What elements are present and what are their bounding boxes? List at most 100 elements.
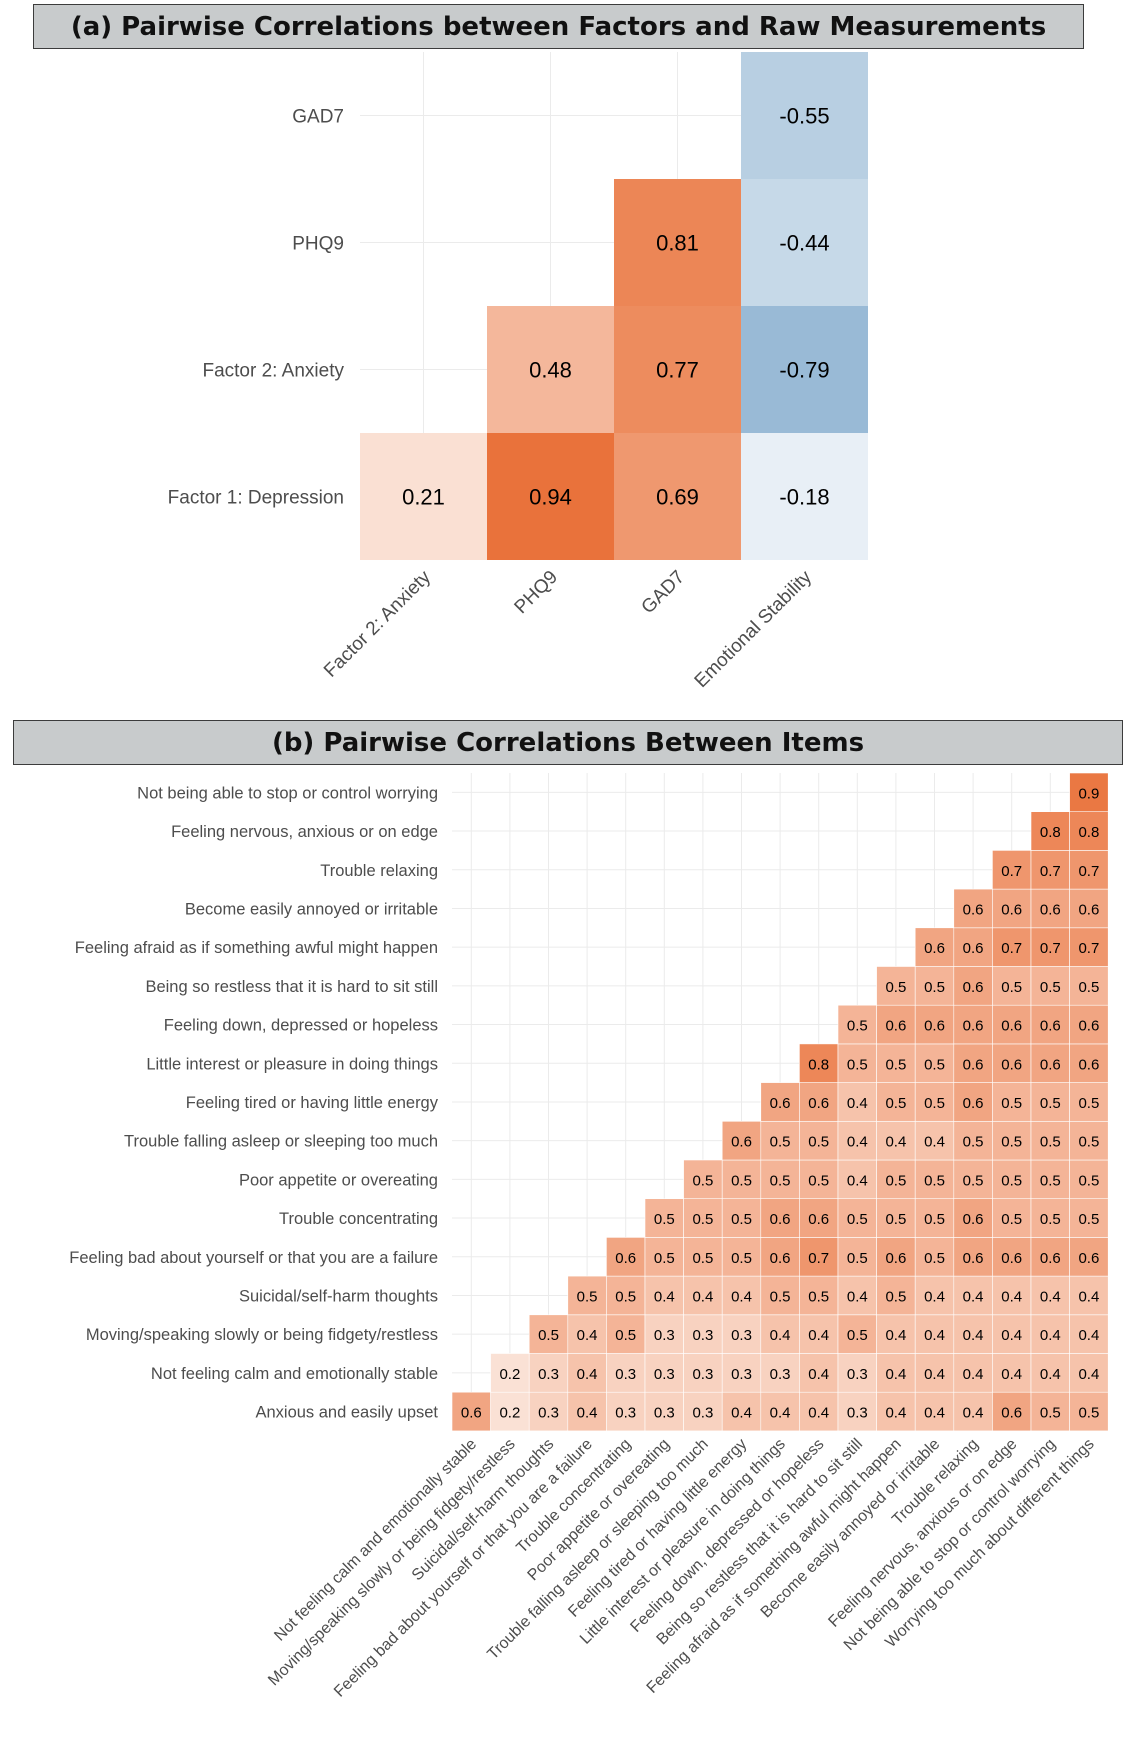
cell-value-label: 0.2 <box>499 1405 520 1422</box>
heatmap-cell <box>876 1004 916 1045</box>
cell-value-label: 0.6 <box>963 1095 984 1112</box>
cell-value-label: 0.4 <box>885 1327 906 1344</box>
cell-value-label: 0.5 <box>924 1095 945 1112</box>
heatmap-cell <box>721 1159 762 1200</box>
cell-value-label: 0.6 <box>963 979 984 996</box>
cell-value-label: 0.6 <box>1040 1250 1061 1267</box>
heatmap-cell <box>914 1198 955 1238</box>
cell-value-label: -0.79 <box>779 358 829 383</box>
cell-value-label: 0.4 <box>770 1405 791 1422</box>
cell-value-label: 0.4 <box>808 1327 829 1344</box>
cell-value-label: 0.5 <box>1040 1405 1061 1422</box>
heatmap-cell <box>1069 850 1109 890</box>
heatmap-cell <box>487 306 614 433</box>
cell-value-label: 0.4 <box>1078 1366 1099 1383</box>
cell-value-label: 0.4 <box>924 1405 945 1422</box>
heatmap-cell <box>490 1353 530 1393</box>
cell-value-label: 0.4 <box>1001 1366 1022 1383</box>
cell-value-label: 0.4 <box>692 1288 713 1305</box>
heatmap-cell <box>953 1043 993 1083</box>
x-tick-label: Feeling bad about yourself or that you a… <box>331 1436 596 1701</box>
heatmap-cell <box>721 1237 762 1277</box>
cell-value-label: 0.5 <box>731 1250 752 1267</box>
cell-value-label: 0.5 <box>615 1288 636 1305</box>
heatmap-cell <box>1069 1198 1109 1238</box>
cell-value-label: 0.6 <box>770 1250 791 1267</box>
cell-value-label: 0.5 <box>808 1172 829 1189</box>
heatmap-cell <box>1030 1314 1070 1354</box>
heatmap-cell <box>760 1353 800 1393</box>
heatmap-cell <box>760 1159 800 1200</box>
cell-value-label: 0.4 <box>1040 1288 1061 1305</box>
cell-value-label: 0.4 <box>963 1405 984 1422</box>
cell-value-label: 0.4 <box>808 1366 829 1383</box>
cell-value-label: 0.3 <box>692 1327 713 1344</box>
cell-value-label: 0.4 <box>924 1134 945 1151</box>
heatmap-cell <box>837 1043 877 1083</box>
heatmap-cell <box>914 1004 955 1045</box>
cell-value-label: 0.5 <box>1001 979 1022 996</box>
cell-value-label: 0.5 <box>885 1095 906 1112</box>
heatmap-cell <box>914 1314 955 1354</box>
cell-value-label: 0.94 <box>529 485 572 510</box>
cell-value-label: 0.6 <box>963 1250 984 1267</box>
cell-value-label: 0.6 <box>963 1056 984 1073</box>
cell-value-label: 0.6 <box>808 1095 829 1112</box>
cell-value-label: 0.4 <box>963 1327 984 1344</box>
cell-value-label: 0.5 <box>885 979 906 996</box>
heatmap-cell <box>837 1275 877 1316</box>
heatmap-cell <box>837 1198 877 1238</box>
cell-value-label: 0.6 <box>885 1250 906 1267</box>
heatmap-cell <box>1069 1121 1109 1161</box>
heatmap-cell <box>760 1314 800 1354</box>
cell-value-label: 0.5 <box>1040 1095 1061 1112</box>
cell-value-label: 0.3 <box>692 1366 713 1383</box>
heatmap-cell <box>567 1275 607 1316</box>
heatmap-cell <box>1030 966 1070 1006</box>
heatmap-cell <box>837 1314 877 1354</box>
heatmap-cell <box>1069 1004 1109 1045</box>
cell-value-label: 0.5 <box>1078 1095 1099 1112</box>
heatmap-cell <box>992 1314 1032 1354</box>
heatmap-cell <box>837 1004 877 1045</box>
cell-value-label: 0.5 <box>770 1134 791 1151</box>
heatmap-cell <box>876 1159 916 1200</box>
cell-value-label: 0.48 <box>529 358 572 383</box>
cell-value-label: 0.7 <box>1078 940 1099 957</box>
cell-value-label: 0.5 <box>1078 1211 1099 1228</box>
heatmap-cell <box>953 927 993 967</box>
y-tick-label: Become easily annoyed or irritable <box>185 900 438 918</box>
heatmap-cell <box>953 1237 993 1277</box>
cell-value-label: 0.5 <box>924 1056 945 1073</box>
cell-value-label: 0.4 <box>1040 1327 1061 1344</box>
cell-value-label: 0.3 <box>847 1405 868 1422</box>
heatmap-cell <box>992 1391 1032 1432</box>
heatmap-cell <box>914 1043 955 1083</box>
cell-value-label: 0.6 <box>1078 1056 1099 1073</box>
y-tick-label: Not feeling calm and emotionally stable <box>151 1365 438 1383</box>
heatmap-cell <box>1069 927 1109 967</box>
heatmap-cell <box>992 1043 1032 1083</box>
cell-value-label: 0.5 <box>770 1172 791 1189</box>
cell-value-label: 0.7 <box>1001 940 1022 957</box>
heatmap-cell <box>528 1314 569 1354</box>
y-tick-label: Trouble concentrating <box>279 1210 438 1228</box>
cell-value-label: 0.6 <box>1078 901 1099 918</box>
cell-value-label: 0.3 <box>654 1405 675 1422</box>
cell-value-label: 0.5 <box>654 1211 675 1228</box>
heatmap-cell <box>799 1391 839 1432</box>
heatmap-cell <box>799 1121 839 1161</box>
y-tick-label: Feeling tired or having little energy <box>186 1094 439 1112</box>
y-tick-label: Suicidal/self-harm thoughts <box>239 1287 438 1305</box>
cell-value-label: 0.4 <box>885 1134 906 1151</box>
heatmap-cell <box>992 1237 1032 1277</box>
heatmap-cell <box>683 1353 723 1393</box>
heatmap-cell <box>1030 1043 1070 1083</box>
y-tick-label: Little interest or pleasure in doing thi… <box>146 1055 438 1073</box>
cell-value-label: 0.5 <box>1001 1172 1022 1189</box>
cell-value-label: 0.3 <box>654 1366 675 1383</box>
heatmap-cell <box>614 306 741 433</box>
cell-value-label: 0.6 <box>924 1018 945 1035</box>
cell-value-label: 0.5 <box>1078 1405 1099 1422</box>
cell-value-label: 0.4 <box>731 1288 752 1305</box>
